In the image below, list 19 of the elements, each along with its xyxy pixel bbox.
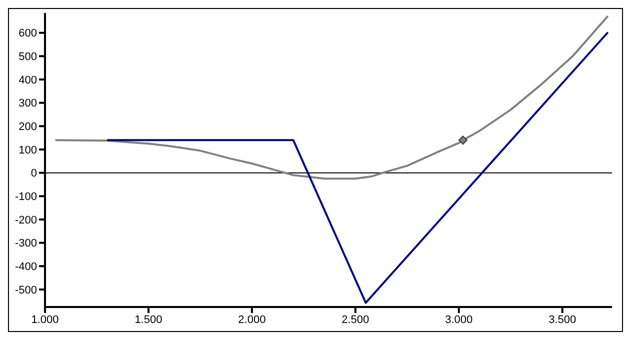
y-tick-label: 0: [30, 168, 37, 180]
y-tick-label: 500: [18, 51, 37, 64]
y-tick-label: 400: [18, 74, 37, 86]
y-tick-label: -100: [14, 191, 37, 204]
y-tick-label: 200: [18, 121, 37, 134]
x-tick-label: 3.000: [445, 314, 473, 326]
y-tick-label: -500: [14, 284, 37, 296]
line-series: [54, 15, 609, 180]
y-tick-label: -200: [14, 214, 37, 226]
x-tick-label: 2.500: [342, 314, 370, 326]
x-tick-label: 1.000: [31, 314, 59, 326]
x-tick-label: 1.500: [134, 314, 162, 326]
x-tick-label: 2.000: [238, 314, 266, 326]
y-tick-label: -300: [14, 238, 37, 250]
y-tick-label: -400: [14, 261, 37, 274]
y-tick-label: 300: [18, 98, 37, 110]
x-tick-label: 3.500: [548, 314, 576, 326]
y-tick-label: 600: [18, 28, 37, 40]
y-tick-label: 100: [18, 144, 37, 156]
